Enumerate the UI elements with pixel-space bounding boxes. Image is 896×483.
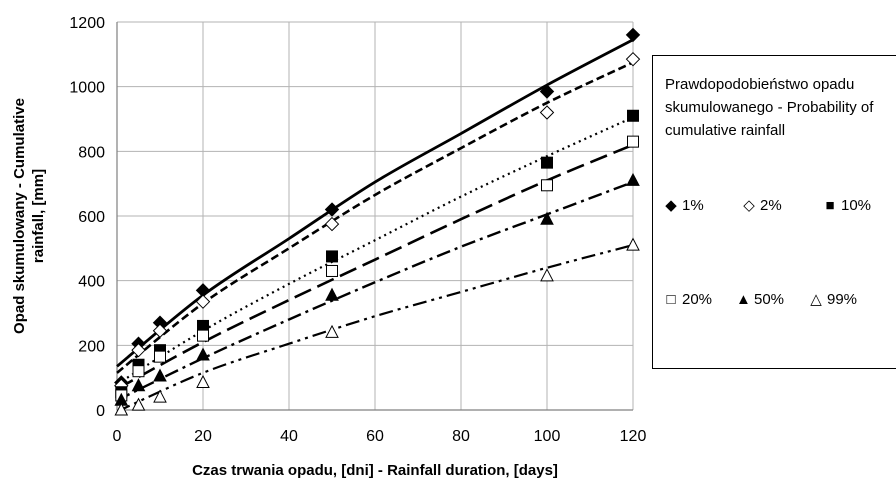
point-10pct [541,156,553,169]
point-99pct [196,374,210,389]
point-10pct [326,250,338,263]
y-tick-label: 1200 [69,15,105,32]
legend: Prawdopodobieństwo opadu skumulowanego -… [652,55,896,369]
legend-label: 10% [841,197,872,214]
point-99pct [540,268,554,282]
point-10pct [627,109,639,122]
x-tick-label: 80 [452,428,470,445]
x-tick-label: 120 [620,428,647,445]
point-20pct [132,365,145,378]
legend-marker-square-filled: ■ [825,197,835,214]
legend-entry-50pct: ▲ 50% [736,291,784,309]
x-tick-label: 60 [366,428,384,445]
legend-label: 1% [682,197,704,214]
point-2pct [131,342,146,358]
x-tick-label: 40 [280,428,298,445]
point-2pct [152,323,168,338]
point-50pct [153,368,167,382]
point-50pct [196,347,210,361]
point-20pct [627,135,639,148]
point-99pct [131,397,146,411]
y-axis-title-line-1: Opad skumulowany - Cumulative [11,98,28,334]
legend-entry-20pct: □ 20% [664,291,712,309]
legend-label: 20% [682,291,713,308]
point-2pct [324,216,340,232]
point-1pct [539,84,555,99]
legend-label: 2% [760,197,782,214]
point-99pct [114,402,129,416]
legend-marker-square-open: □ [666,291,676,308]
x-axis-title: Czas trwania opadu, [dni] - Rainfall dur… [192,462,558,479]
point-50pct [540,211,554,225]
legend-entry-10pct: ■ 10% [823,197,871,215]
point-20pct [326,264,338,277]
y-tick-label: 600 [78,209,105,226]
point-1pct [324,202,340,217]
legend-entry-99pct: △ 99% [809,291,857,309]
point-50pct [325,287,339,301]
point-99pct [626,237,640,251]
legend-entry-2pct: ◇ 2% [742,197,782,215]
point-20pct [541,179,553,192]
y-tick-label: 1000 [69,80,105,97]
point-20pct [197,329,209,342]
point-2pct [539,105,555,120]
x-tick-label: 20 [194,428,212,445]
trend-line-10pct [116,116,634,386]
legend-marker-triangle-filled: ▲ [736,291,751,308]
y-tick-label: 200 [78,338,105,355]
y-tick-label: 800 [78,144,105,161]
point-2pct [195,294,211,309]
point-50pct [626,172,640,186]
legend-entry-1pct: ◆ 1% [664,197,704,215]
y-axis-title: Opad skumulowany - Cumulative rainfall, … [11,98,47,334]
point-99pct [325,324,339,338]
x-tick-label: 0 [113,428,122,445]
y-axis-title-line-2: rainfall, [mm] [30,169,47,263]
legend-title: Prawdopodobieństwo opadu skumulowanego -… [665,76,874,139]
axes [116,22,633,411]
x-tick-label: 100 [534,428,561,445]
data-points [114,27,641,416]
point-50pct [131,378,146,392]
point-1pct [625,27,641,43]
point-20pct [154,350,166,363]
y-tick-label: 400 [78,274,105,291]
legend-marker-diamond-filled: ◆ [665,197,677,214]
point-2pct [625,51,641,67]
legend-marker-diamond-open: ◇ [743,197,755,214]
legend-marker-triangle-open: △ [810,291,822,308]
y-tick-label: 0 [96,403,105,420]
legend-label: 50% [754,291,785,308]
legend-label: 99% [827,291,858,308]
point-99pct [153,389,167,403]
